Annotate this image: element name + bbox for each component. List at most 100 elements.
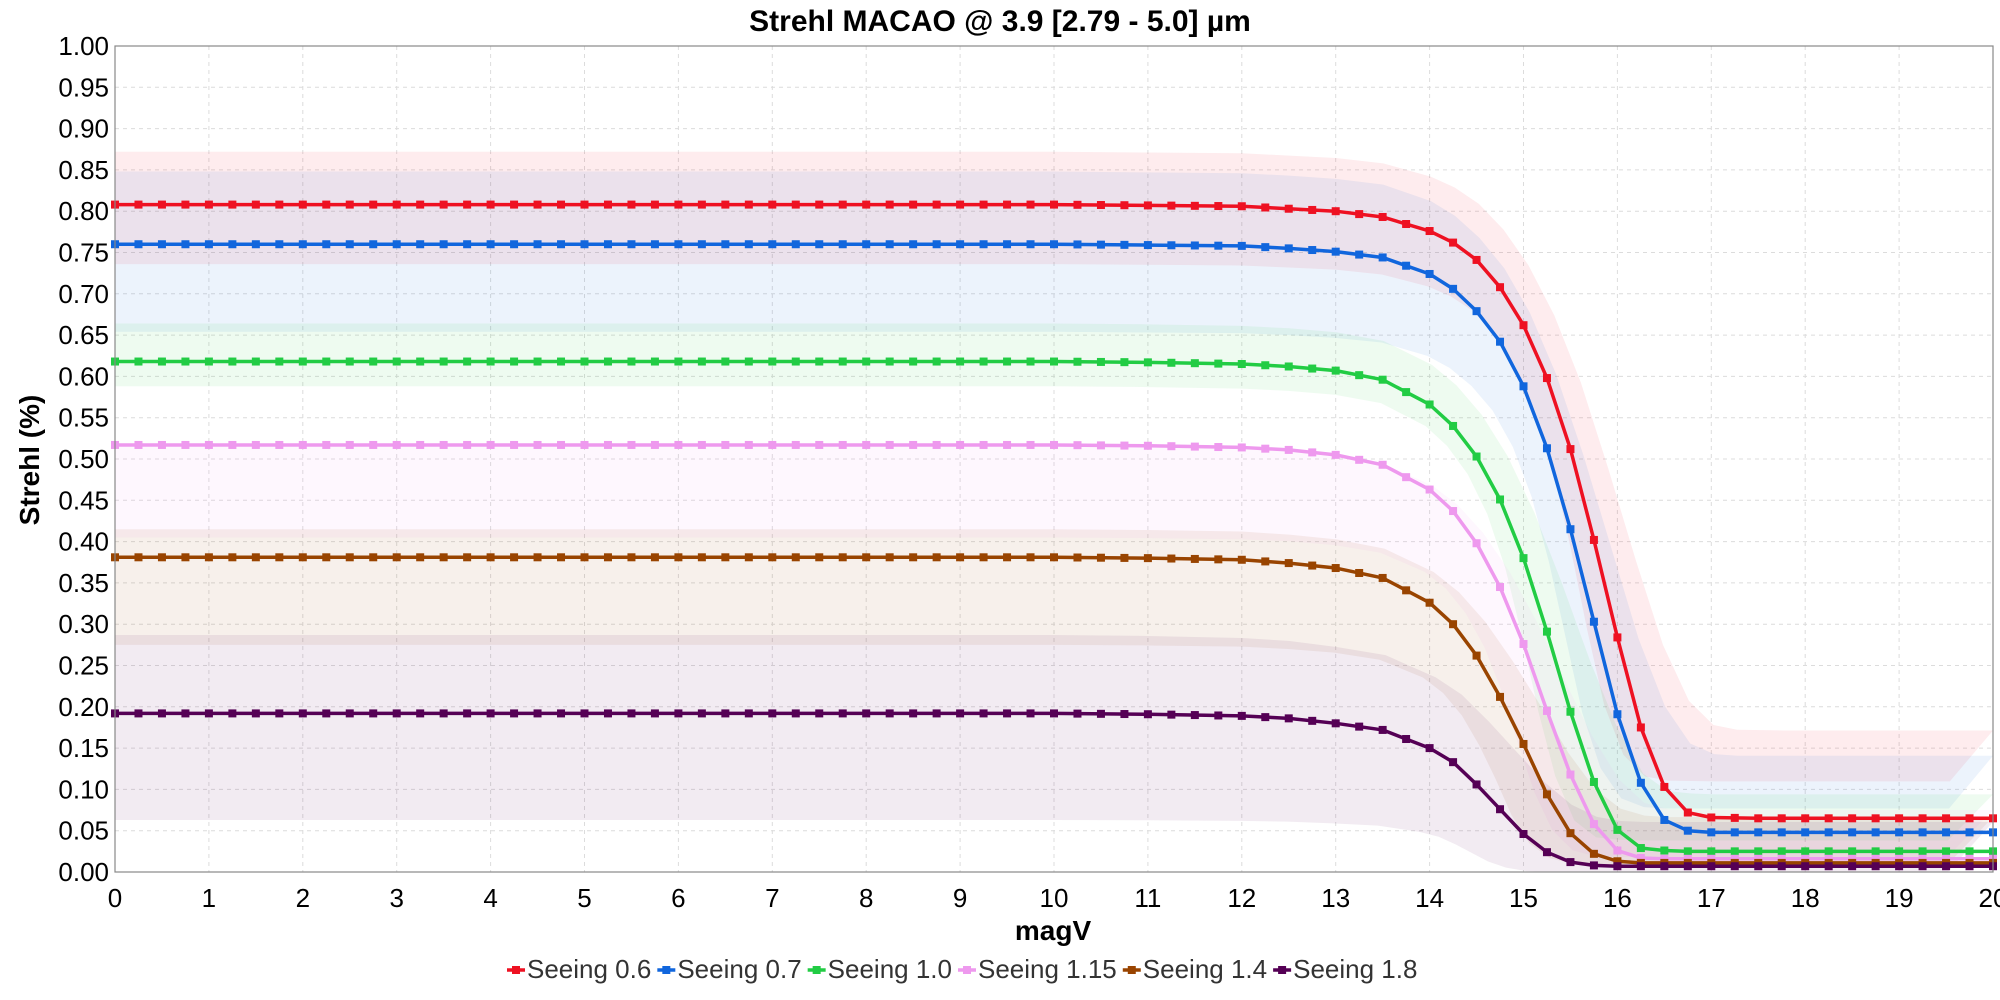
series-marker [1589, 849, 1598, 858]
series-marker [838, 357, 847, 366]
x-tick-label: 16 [1603, 883, 1632, 913]
series-marker [1214, 359, 1223, 368]
series-marker [1425, 598, 1434, 607]
series-marker [1613, 825, 1622, 834]
series-marker [1636, 853, 1645, 862]
series-marker [1472, 780, 1481, 789]
series-marker [1449, 758, 1458, 767]
series-marker [1730, 854, 1739, 863]
series-marker [603, 553, 612, 562]
series-marker [1895, 862, 1904, 871]
series-marker [1237, 555, 1246, 564]
series-marker [1284, 362, 1293, 371]
series-marker [1824, 847, 1833, 856]
x-tick-label: 13 [1321, 883, 1350, 913]
series-marker [1496, 805, 1505, 814]
series-marker [815, 709, 824, 718]
series-marker [650, 553, 659, 562]
series-marker [1073, 240, 1082, 249]
series-marker [979, 357, 988, 366]
legend-item[interactable]: Seeing 1.4 [1122, 954, 1267, 984]
series-marker [369, 200, 378, 209]
series-marker [721, 200, 730, 209]
series-marker [1777, 854, 1786, 863]
series-marker [1660, 782, 1669, 791]
series-marker [932, 709, 941, 718]
y-tick-label: 0.65 [58, 320, 109, 350]
series-marker [721, 709, 730, 718]
series-marker [1683, 847, 1692, 856]
series-marker [228, 240, 237, 249]
series-marker [416, 440, 425, 449]
legend-marker-swatch [662, 966, 671, 974]
series-marker [1120, 358, 1129, 367]
series-marker [744, 709, 753, 718]
series-marker [157, 440, 166, 449]
series-marker [181, 240, 190, 249]
series-marker [1472, 452, 1481, 461]
series-marker [909, 240, 918, 249]
series-marker [1754, 847, 1763, 856]
series-marker [885, 709, 894, 718]
series-marker [1402, 586, 1411, 595]
series-marker [815, 240, 824, 249]
x-axis-label: magV [1015, 915, 1092, 946]
series-marker [1308, 364, 1317, 373]
legend-item[interactable]: Seeing 0.7 [657, 954, 802, 984]
series-marker [603, 240, 612, 249]
series-marker [1754, 814, 1763, 823]
y-tick-label: 0.35 [58, 568, 109, 598]
series-marker [1824, 854, 1833, 863]
series-marker [1707, 847, 1716, 856]
series-marker [580, 357, 589, 366]
series-marker [1895, 828, 1904, 837]
legend-item[interactable]: Seeing 1.8 [1273, 954, 1417, 984]
series-marker [1261, 361, 1270, 370]
series-marker [228, 357, 237, 366]
legend[interactable]: Seeing 0.6 Seeing 0.7 Seeing 1.0 Seeing 1.1… [507, 954, 1417, 984]
series-marker [533, 440, 542, 449]
series-marker [1402, 473, 1411, 482]
series-marker [1167, 442, 1176, 451]
series-marker [1449, 620, 1458, 629]
series-marker [557, 357, 566, 366]
series-marker [815, 553, 824, 562]
series-marker [1425, 269, 1434, 278]
series-marker [603, 357, 612, 366]
series-marker [345, 440, 354, 449]
series-marker [956, 553, 965, 562]
series-marker [1707, 862, 1716, 871]
series-marker [1895, 814, 1904, 823]
legend-marker-swatch [962, 966, 971, 974]
series-marker [956, 240, 965, 249]
series-marker [697, 357, 706, 366]
series-marker [510, 709, 519, 718]
legend-item[interactable]: Seeing 0.6 [507, 954, 651, 984]
series-marker [1355, 250, 1364, 259]
legend-item[interactable]: Seeing 1.15 [957, 954, 1117, 984]
y-tick-label: 0.15 [58, 733, 109, 763]
series-marker [768, 200, 777, 209]
series-marker [791, 709, 800, 718]
series-marker [697, 709, 706, 718]
x-tick-label: 6 [671, 883, 685, 913]
series-marker [345, 709, 354, 718]
legend-item[interactable]: Seeing 1.0 [807, 954, 952, 984]
series-marker [392, 200, 401, 209]
series-marker [392, 553, 401, 562]
series-marker [862, 553, 871, 562]
series-marker [369, 240, 378, 249]
series-marker [251, 440, 260, 449]
series-marker [463, 553, 472, 562]
series-marker [251, 240, 260, 249]
series-marker [181, 553, 190, 562]
series-marker [1542, 790, 1551, 799]
series-marker [1190, 241, 1199, 250]
series-marker [1566, 829, 1575, 838]
series-marker [1777, 828, 1786, 837]
series-marker [1308, 205, 1317, 214]
series-marker [1167, 241, 1176, 250]
series-marker [956, 440, 965, 449]
series-marker [1449, 507, 1458, 516]
